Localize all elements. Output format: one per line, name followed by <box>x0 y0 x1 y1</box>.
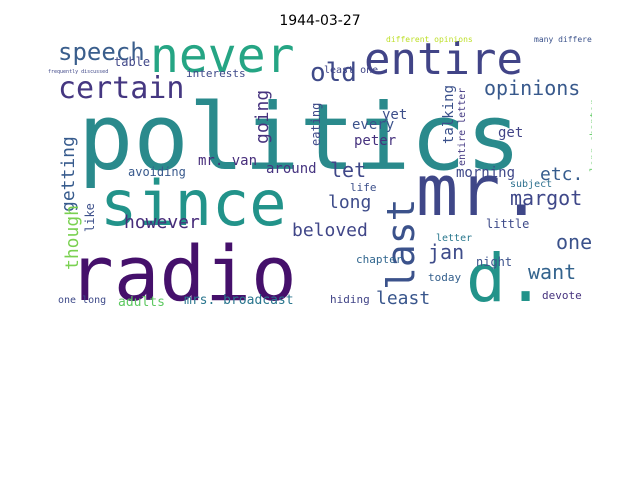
word-cloud-word-interests: interests <box>186 67 246 80</box>
word-cloud-word-mr: mr. <box>416 150 543 232</box>
word-cloud-word-radio: radio <box>68 229 297 318</box>
word-cloud-word-mrs-broadcast: mrs. broadcast <box>184 293 294 308</box>
word-cloud-word-around: around <box>266 161 317 177</box>
word-cloud-word-hiding: hiding <box>330 293 370 306</box>
word-cloud-word-today: today <box>428 271 462 284</box>
word-cloud-word-never: never <box>150 36 295 84</box>
word-cloud-word-yet: yet <box>382 107 408 123</box>
word-cloud-word-avoiding: avoiding <box>128 165 186 179</box>
word-cloud-word-getting: getting <box>58 136 79 212</box>
word-cloud-word-last: last <box>379 198 423 290</box>
word-cloud-word-etc: etc. <box>540 164 584 185</box>
chart-title: 1944-03-27 <box>279 13 361 29</box>
word-cloud-word-though: though <box>62 204 83 270</box>
word-cloud-word-eating: eating <box>309 102 323 146</box>
word-cloud-word-table: table <box>114 55 151 69</box>
word-cloud-word-one: one <box>556 230 592 254</box>
word-cloud-word-letter: letter <box>436 233 473 244</box>
word-cloud-word-one-long: one long <box>58 295 107 306</box>
word-cloud-word-morning: morning <box>456 165 516 181</box>
word-cloud-word-like: like <box>83 203 97 232</box>
word-cloud-word-speech: speech <box>58 38 145 66</box>
word-cloud-word-certain: certain <box>58 71 185 106</box>
word-cloud-word-margot: margot <box>510 186 583 210</box>
word-cloud-word-long-chapter: long chapter <box>589 99 592 172</box>
word-cloud-word-frequently-discussed: frequently discussed <box>48 69 109 75</box>
word-cloud-word-politics: politics <box>78 84 522 191</box>
word-cloud-word-subject: subject <box>510 179 553 190</box>
word-cloud-word-least-one: least one <box>324 65 379 76</box>
word-cloud-word-many-different: many different <box>534 36 592 44</box>
word-cloud-word-jan: jan <box>428 240 465 264</box>
word-cloud-word-talking: talking <box>441 84 457 144</box>
word-cloud-word-least: least <box>376 288 431 309</box>
word-cloud-word-adults: adults <box>118 295 165 310</box>
word-cloud-word-long: long <box>328 192 372 213</box>
word-cloud-word-night: night <box>476 255 513 269</box>
word-cloud-word-little: little <box>486 217 530 231</box>
word-cloud-word-however: however <box>124 212 200 233</box>
word-cloud-word-devote: devote <box>542 289 582 302</box>
word-cloud-word-since: since <box>100 167 287 240</box>
word-cloud-word-get: get <box>498 125 524 141</box>
word-cloud-word-entire-letter: entire letter <box>457 87 468 166</box>
word-cloud-word-old: old <box>310 58 357 88</box>
word-cloud-word-entire: entire <box>364 36 523 85</box>
word-cloud-word-every: every <box>352 117 395 133</box>
word-cloud-word-life: life <box>350 181 377 194</box>
word-cloud: politics radio since mr. d. entire never… <box>48 36 592 324</box>
word-cloud-word-going: going <box>252 89 273 144</box>
word-cloud-word-let: let <box>330 158 367 182</box>
word-cloud-word-chapter: chapter <box>356 253 403 266</box>
word-cloud-word-d: d. <box>466 240 546 317</box>
word-cloud-word-peter: peter <box>354 133 397 149</box>
word-cloud-word-mr-van: mr. van <box>198 153 258 169</box>
word-cloud-word-want: want <box>528 260 577 284</box>
word-cloud-word-opinions: opinions <box>484 76 581 100</box>
word-cloud-word-beloved: beloved <box>292 220 368 241</box>
word-cloud-word-different-opinions: different opinions <box>386 36 473 44</box>
